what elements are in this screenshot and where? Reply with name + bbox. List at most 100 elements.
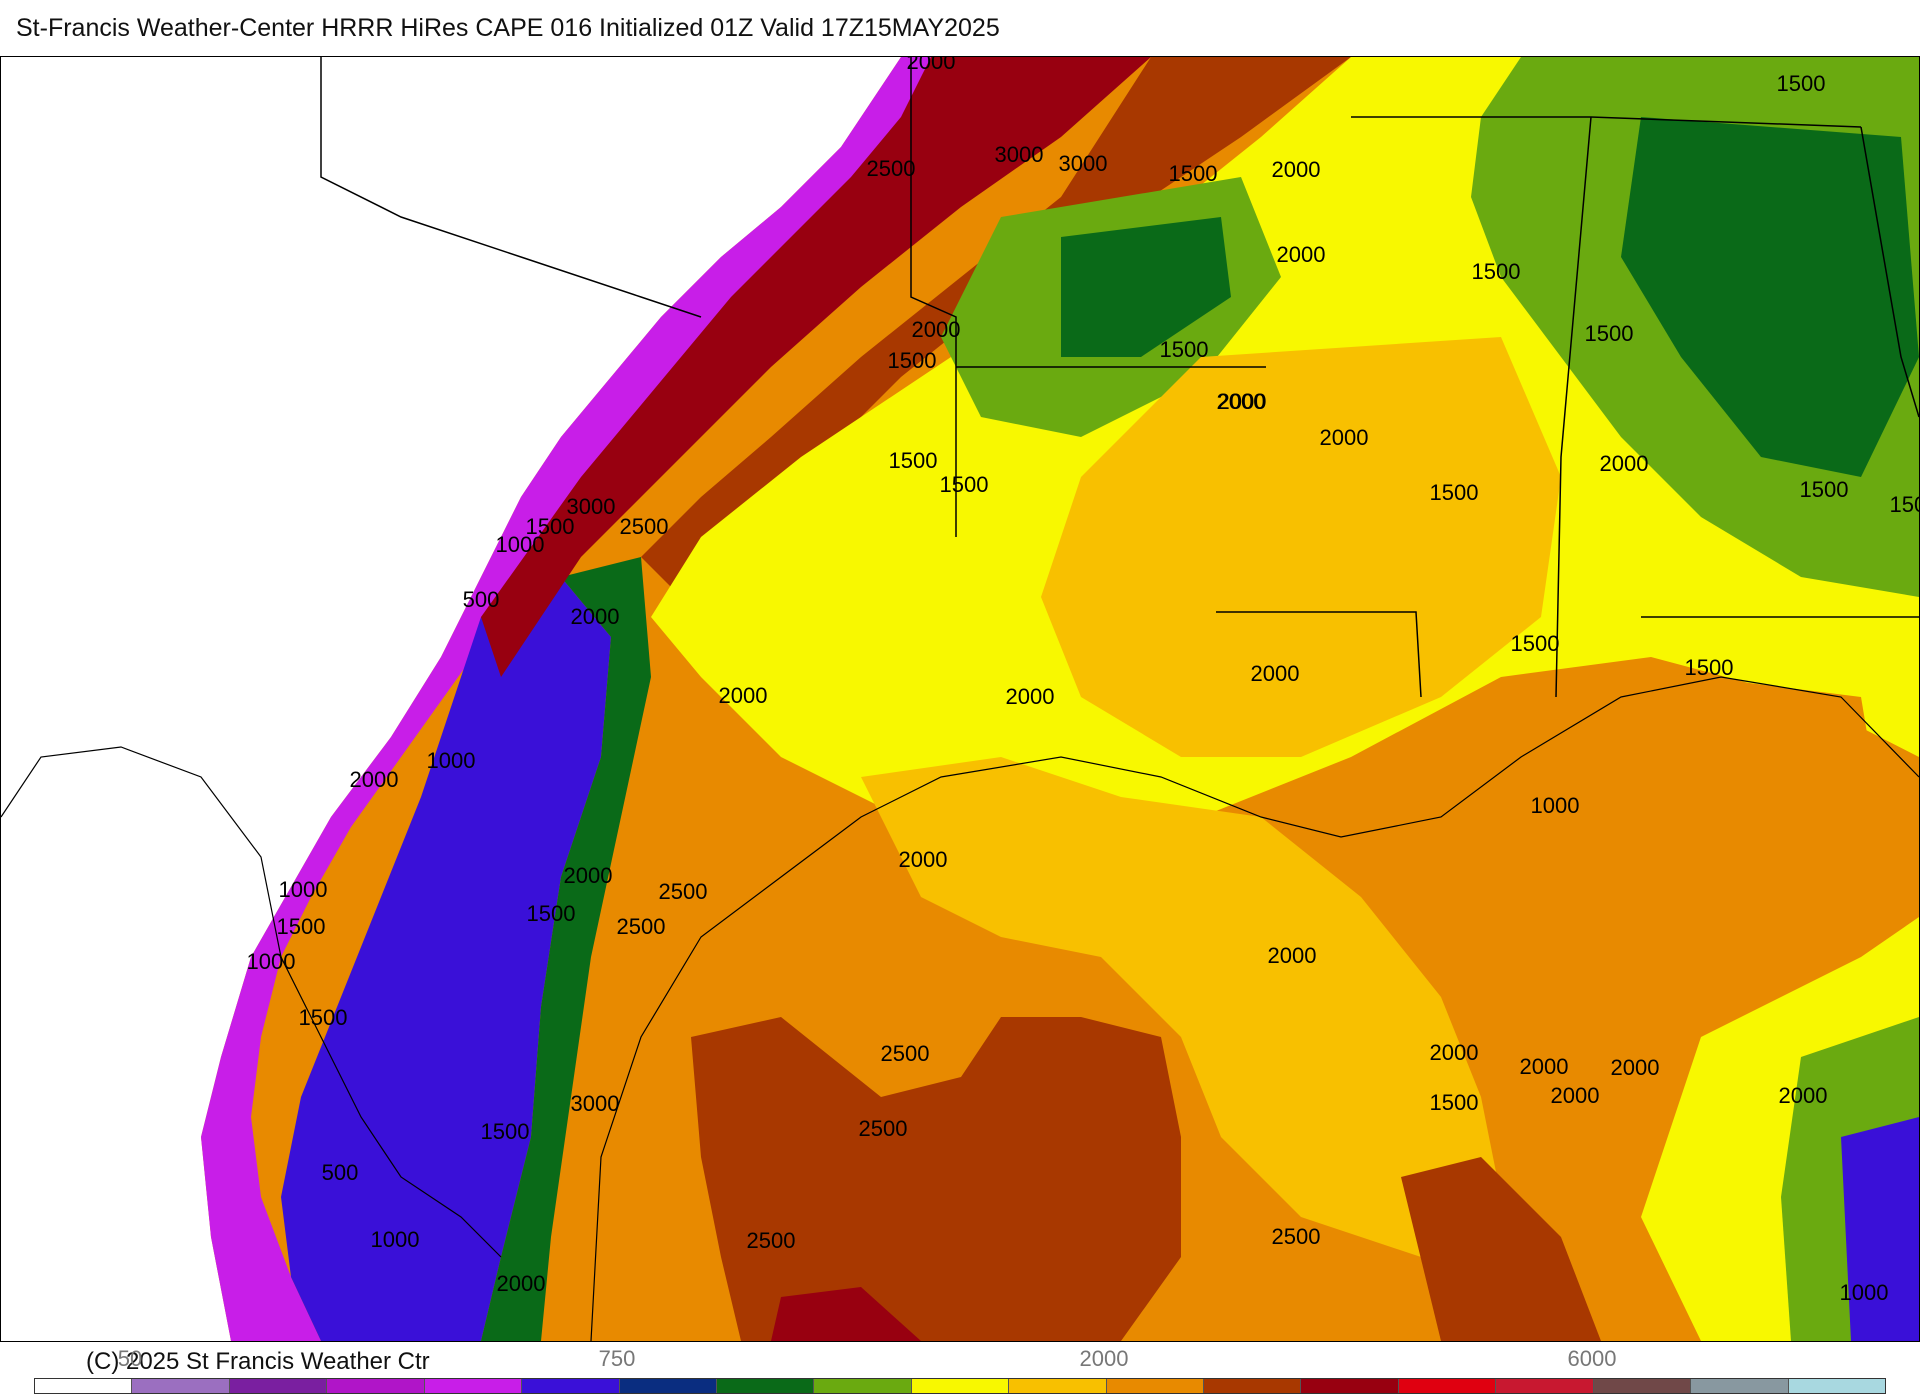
contour-label: 1500	[940, 472, 989, 497]
contour-label: 1000	[247, 949, 296, 974]
colorbar-swatch	[327, 1379, 425, 1393]
contour-label: 1000	[496, 532, 545, 557]
contour-label: 2500	[747, 1228, 796, 1253]
colorbar-swatch	[35, 1379, 133, 1393]
mexico-boundary	[1, 746, 502, 1258]
coastline-gulf	[590, 676, 1919, 1341]
contour-label: 1500	[1777, 71, 1826, 96]
contour-label: 500	[463, 587, 500, 612]
contour-label: 1000	[279, 877, 328, 902]
contour-label: 1500	[277, 914, 326, 939]
contour-label: 2500	[617, 914, 666, 939]
contour-label: 2000	[899, 847, 948, 872]
cape-map: 2000 1500 3000 2500 3000 1500 2000 1500 2000 1500…	[0, 56, 1920, 1342]
contour-label: 3000	[571, 1091, 620, 1116]
contour-label: 2000	[719, 683, 768, 708]
cape-field-brown-gulf	[691, 1017, 1181, 1341]
contour-label: 1000	[1840, 1280, 1889, 1305]
cape-field-brown-se	[1401, 1157, 1601, 1341]
contour-label: 2000	[1268, 943, 1317, 968]
contour-label: 500	[322, 1160, 359, 1185]
cape-field-gold	[1041, 337, 1561, 757]
colorbar-swatch	[814, 1379, 912, 1393]
contour-label: 2000	[1277, 242, 1326, 267]
state-boundary-ms-al	[1555, 116, 1592, 698]
colorbar-swatch	[1204, 1379, 1302, 1393]
contour-label: 2000	[1600, 451, 1649, 476]
contour-label: 1500	[1511, 631, 1560, 656]
legend-tick-label: 2000	[1079, 1346, 1129, 1371]
contour-label: 2000	[1520, 1054, 1569, 1079]
colorbar-swatch	[1106, 1379, 1205, 1393]
contour-label: 2000	[907, 57, 956, 74]
contour-label: 1500	[526, 514, 575, 539]
colorbar-swatch	[1009, 1379, 1107, 1393]
cape-field-darkgreen-ne	[1621, 117, 1919, 477]
contour-label: 2000	[564, 863, 613, 888]
cape-field-none	[1, 57, 901, 1341]
state-boundary-tx-ok	[320, 57, 702, 318]
colorbar-swatch	[1496, 1379, 1594, 1393]
contour-label: 2500	[881, 1041, 930, 1066]
contour-label: 2000	[1217, 389, 1266, 414]
contour-label: 2500	[859, 1116, 908, 1141]
state-boundary-north	[1351, 116, 1862, 128]
cape-field-orange-east	[1491, 677, 1881, 1037]
contour-label: 1500	[481, 1119, 530, 1144]
state-boundary-la-ms	[1216, 611, 1422, 698]
cape-field-gulf-gold	[861, 757, 1501, 1257]
copyright-text: (C) 2025 St Francis Weather Ctr	[86, 1348, 430, 1375]
state-boundary-ok-ar	[910, 57, 957, 537]
contour-label: 2000	[1551, 1083, 1600, 1108]
colorbar-swatch	[424, 1379, 523, 1393]
contour-label: 1500	[527, 901, 576, 926]
colorbar-swatch	[132, 1379, 230, 1393]
colorbar-swatch	[1788, 1379, 1886, 1393]
contour-label: 1500	[299, 1005, 348, 1030]
contour-label: 2500	[1272, 1224, 1321, 1249]
colorbar-swatch	[1398, 1379, 1497, 1393]
contour-label: 2000	[350, 767, 399, 792]
contour-label: 1500	[1160, 337, 1209, 362]
contour-label: 2000	[912, 317, 961, 342]
contour-label: 2000	[1251, 661, 1300, 686]
contour-label: 3000	[995, 142, 1044, 167]
contour-label: 2000	[1320, 425, 1369, 450]
legend-tick-label: 750	[598, 1346, 636, 1371]
colorbar-swatch	[619, 1379, 717, 1393]
legend-tick-label: 6000	[1567, 1346, 1617, 1371]
state-boundary-al-ga	[1860, 126, 1919, 418]
cape-colorbar	[34, 1378, 1886, 1394]
contour-label: 2500	[867, 156, 916, 181]
cape-field-darkred-gulf	[771, 1287, 921, 1341]
contour-label: 2000	[1779, 1083, 1828, 1108]
colorbar-swatch	[229, 1379, 328, 1393]
contour-label: 1500	[1430, 480, 1479, 505]
contour-label: 1500	[888, 348, 937, 373]
contour-label: 2000	[1272, 157, 1321, 182]
contour-label: 1500	[1685, 655, 1734, 680]
map-title: St-Francis Weather-Center HRRR HiRes CAP…	[16, 14, 1000, 42]
colorbar-swatch	[1691, 1379, 1789, 1393]
contour-label: 2000	[1006, 684, 1055, 709]
contour-label: 1000	[371, 1227, 420, 1252]
contour-label: 1500	[1800, 477, 1849, 502]
contour-label: 1500	[889, 448, 938, 473]
contour-label: 2500	[659, 879, 708, 904]
cape-field-green-west	[481, 557, 651, 1341]
colorbar-swatch	[1593, 1379, 1692, 1393]
cape-field-blue	[281, 577, 611, 1341]
colorbar-swatch	[1301, 1379, 1399, 1393]
colorbar-swatch	[716, 1379, 815, 1393]
contour-label: 2500	[620, 514, 669, 539]
legend-tick-labels: 50 750 2000 6000	[0, 1342, 1920, 1372]
contour-label: 2000	[1218, 389, 1267, 414]
contour-label: 3000	[567, 494, 616, 519]
legend-tick-label: 50	[117, 1346, 143, 1371]
contour-label: 1500	[1430, 1090, 1479, 1115]
contour-label: 3000	[1059, 151, 1108, 176]
contour-label: 2000	[497, 1271, 546, 1296]
cape-field-darkgreen-n	[1061, 217, 1231, 357]
contour-label: 1500	[1890, 492, 1919, 517]
